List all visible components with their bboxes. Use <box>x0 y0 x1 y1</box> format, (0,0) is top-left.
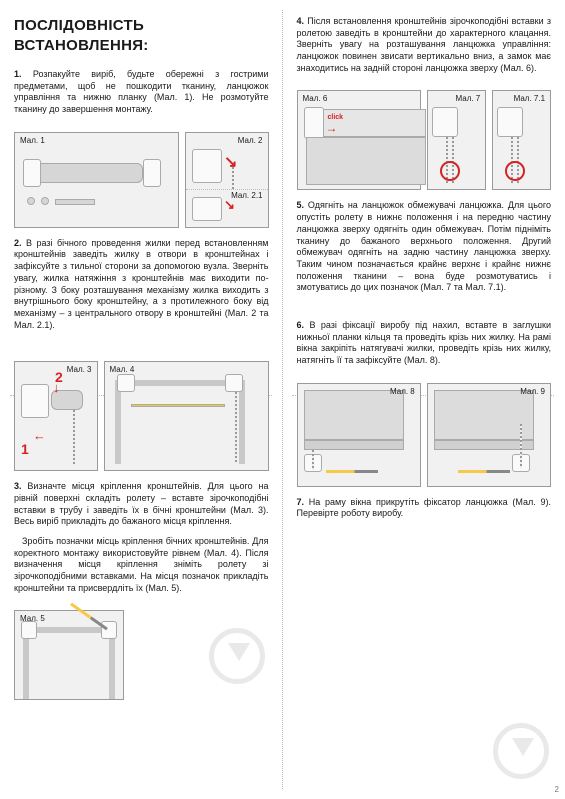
bracket-shape <box>192 149 222 183</box>
step-6-text: В разі фіксації виробу під нахил, вставт… <box>297 320 552 365</box>
fig-row-1: Мал. 1 Мал. 2 ↘ Мал. 2.1 ↘ <box>14 132 269 228</box>
step-3a: 3. Визначте місця кріплення кронштейнів.… <box>14 481 269 528</box>
screwdriver-icon <box>458 470 510 473</box>
bracket-shape <box>432 107 458 137</box>
figure-7-label: Мал. 7 <box>455 94 480 104</box>
figure-1: Мал. 1 <box>14 132 179 228</box>
figure-4-label: Мал. 4 <box>110 365 135 375</box>
step-7-num: 7. <box>297 497 305 507</box>
highlight-circle <box>440 161 460 181</box>
part-dot <box>27 197 35 205</box>
step-1-text: Розпакуйте виріб, будьте обережні з гост… <box>14 69 269 114</box>
step-2-num: 2. <box>14 238 22 248</box>
step-1: 1. Розпакуйте виріб, будьте обережні з г… <box>14 69 269 116</box>
step-6: 6. В разі фіксації виробу під нахил, вст… <box>297 320 552 367</box>
step-6-num: 6. <box>297 320 305 330</box>
figure-6: Мал. 6 click → <box>297 90 422 190</box>
figure-71: Мал. 7.1 <box>492 90 551 190</box>
step-7: 7. На раму вікна прикрутіть фіксатор лан… <box>297 497 552 520</box>
tube-shape <box>33 163 143 183</box>
highlight-circle <box>505 161 525 181</box>
figure-8: Мал. 8 <box>297 383 421 487</box>
figure-1-label: Мал. 1 <box>20 136 45 146</box>
download-arrow <box>228 643 250 661</box>
bracket-shape <box>225 374 243 392</box>
step-4-text: Після встановлення кронштейнів зірочкопо… <box>297 16 552 73</box>
figure-7: Мал. 7 <box>427 90 486 190</box>
window-frame <box>115 380 245 464</box>
spacer <box>297 302 552 320</box>
step-5: 5. Одягніть на ланцюжок обмежувачі ланцю… <box>297 200 552 294</box>
bracket-shape <box>497 107 523 137</box>
fabric-shape <box>434 390 534 440</box>
figure-8-label: Мал. 8 <box>390 387 415 397</box>
fig-row-2: Мал. 3 2 ↓ 1 ← Мал. 4 <box>14 361 269 471</box>
arrow-icon: → <box>326 121 338 137</box>
part-dot <box>41 197 49 205</box>
watermark-icon <box>493 723 549 779</box>
step-1-num: 1. <box>14 69 22 79</box>
fig-row-5: Мал. 8 Мал. 9 <box>297 383 552 487</box>
subfig-divider <box>186 189 268 190</box>
fabric-shape <box>304 390 404 440</box>
cord-shape <box>312 450 314 470</box>
step-4: 4. Після встановлення кронштейнів зірочк… <box>297 16 552 74</box>
watermark-box-right <box>297 528 552 789</box>
bracket-shape <box>304 107 324 139</box>
figure-2-label: Мал. 2 <box>238 136 263 146</box>
fig-row-3: Мал. 5 <box>14 610 269 700</box>
page-title: ПОСЛІДОВНІСТЬ ВСТАНОВЛЕННЯ: <box>14 16 269 55</box>
figure-2: Мал. 2 ↘ Мал. 2.1 ↘ <box>185 132 269 228</box>
callout-number-1: 1 <box>21 440 29 458</box>
arrow-icon: ↓ <box>53 380 60 397</box>
step-3b: Зробіть позначки місць кріплення бічних … <box>14 536 269 594</box>
figure-5-label: Мал. 5 <box>20 614 45 624</box>
step-2-text: В разі бічного проведення жилки перед вс… <box>14 238 269 330</box>
chain-shape <box>235 392 237 462</box>
arrow-icon: ← <box>33 428 46 445</box>
figure-3: Мал. 3 2 ↓ 1 ← <box>14 361 98 471</box>
step-5-num: 5. <box>297 200 305 210</box>
figure-5: Мал. 5 <box>14 610 124 700</box>
step-5-text: Одягніть на ланцюжок обмежувачі ланцюжка… <box>297 200 552 292</box>
chain-shape <box>232 167 234 189</box>
step-2: 2. В разі бічного проведення жилки перед… <box>14 238 269 332</box>
watermark-icon <box>209 628 265 684</box>
figure-4: Мал. 4 <box>104 361 269 471</box>
arrow-icon: ↘ <box>224 153 237 174</box>
fabric-shape <box>306 137 426 185</box>
step-3a-text: Визначте місця кріплення кронштейнів. Дл… <box>14 481 269 526</box>
page-number: 2 <box>555 785 559 795</box>
spacer <box>14 339 269 353</box>
bracket-shape <box>143 159 161 187</box>
part-bar <box>55 199 95 205</box>
figure-3-label: Мал. 3 <box>67 365 92 375</box>
chain-shape <box>520 424 522 468</box>
bracket-shape <box>192 197 222 221</box>
fig-row-4: Мал. 6 click → Мал. 7 Мал. 7.1 <box>297 90 552 190</box>
watermark-box <box>130 610 269 700</box>
step-3-num: 3. <box>14 481 22 491</box>
vertical-divider <box>282 10 283 789</box>
step-4-num: 4. <box>297 16 305 26</box>
bottom-bar <box>304 440 404 450</box>
bottom-bar <box>434 440 534 450</box>
chain-shape <box>73 410 75 464</box>
download-arrow <box>512 738 534 756</box>
screwdriver-icon <box>326 470 378 473</box>
figure-6-label: Мал. 6 <box>303 94 328 104</box>
left-column: ПОСЛІДОВНІСТЬ ВСТАНОВЛЕННЯ: 1. Розпакуйт… <box>0 0 283 799</box>
figure-9: Мал. 9 <box>427 383 551 487</box>
bracket-shape <box>23 159 41 187</box>
top-rail <box>306 109 426 137</box>
level-tool <box>131 404 225 407</box>
figure-9-label: Мал. 9 <box>520 387 545 397</box>
figure-21-label: Мал. 2.1 <box>231 191 262 201</box>
bracket-shape <box>117 374 135 392</box>
figure-71-label: Мал. 7.1 <box>514 94 545 104</box>
step-3b-text: Зробіть позначки місць кріплення бічних … <box>14 536 269 593</box>
step-7-text: На раму вікна прикрутіть фіксатор ланцюж… <box>297 497 552 519</box>
right-column: 4. Після встановлення кронштейнів зірочк… <box>283 0 565 799</box>
bracket-shape <box>21 384 49 418</box>
